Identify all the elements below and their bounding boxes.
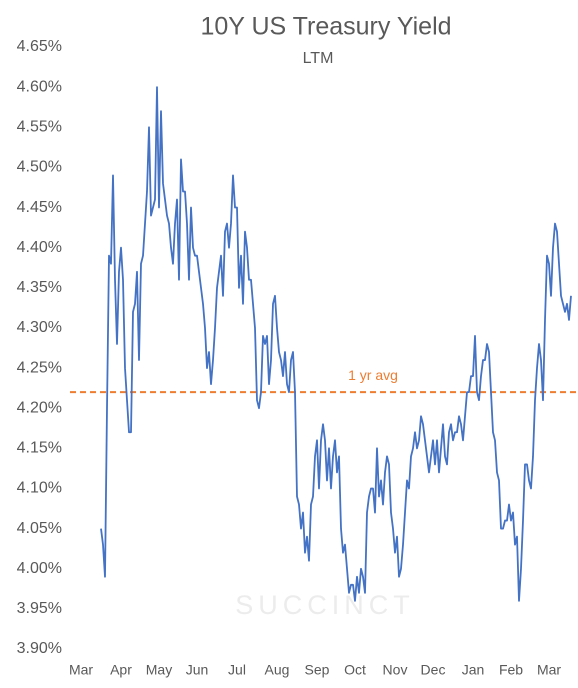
y-tick-label: 4.20% xyxy=(17,399,62,416)
y-tick-label: 4.35% xyxy=(17,279,62,296)
y-tick-label: 4.45% xyxy=(17,199,62,216)
y-tick-label: 4.50% xyxy=(17,159,62,176)
x-tick-label: May xyxy=(146,662,172,678)
x-tick-label: Jul xyxy=(228,662,246,678)
line-series xyxy=(100,86,572,602)
x-tick-label: Mar xyxy=(537,662,561,678)
y-tick-label: 4.10% xyxy=(17,480,62,497)
chart-subtitle: LTM xyxy=(303,50,334,67)
y-tick-label: 4.05% xyxy=(17,520,62,537)
x-tick-label: Nov xyxy=(383,662,408,678)
y-tick-label: 4.55% xyxy=(17,118,62,135)
x-tick-label: Sep xyxy=(305,662,330,678)
x-tick-label: Oct xyxy=(344,662,366,678)
x-tick-label: Mar xyxy=(69,662,93,678)
average-label: 1 yr avg xyxy=(348,367,398,383)
x-tick-label: Apr xyxy=(110,662,132,678)
y-tick-label: 3.95% xyxy=(17,600,62,617)
y-tick-label: 4.65% xyxy=(17,38,62,55)
watermark: SUCCINCT xyxy=(235,590,415,620)
x-tick-label: Dec xyxy=(421,662,446,678)
x-tick-label: Jun xyxy=(186,662,209,678)
y-tick-label: 4.25% xyxy=(17,359,62,376)
x-tick-label: Feb xyxy=(499,662,523,678)
y-tick-label: 4.00% xyxy=(17,560,62,577)
y-tick-label: 4.30% xyxy=(17,319,62,336)
y-tick-label: 4.15% xyxy=(17,440,62,457)
x-tick-label: Aug xyxy=(265,662,290,678)
x-tick-label: Jan xyxy=(462,662,485,678)
y-tick-label: 4.60% xyxy=(17,78,62,95)
y-tick-label: 3.90% xyxy=(17,640,62,657)
chart-title: 10Y US Treasury Yield xyxy=(200,13,451,41)
y-tick-label: 4.40% xyxy=(17,239,62,256)
